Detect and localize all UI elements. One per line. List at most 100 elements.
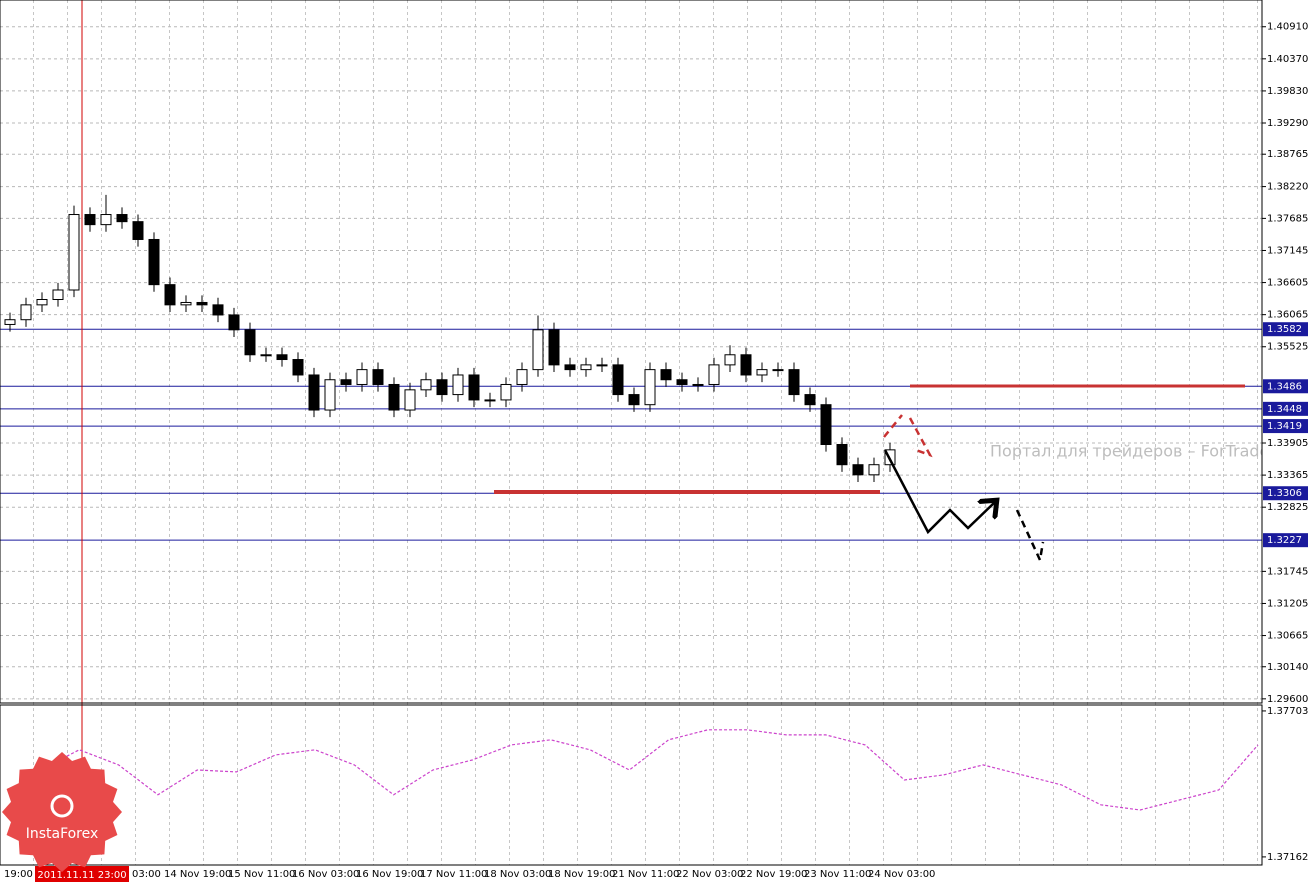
candle-body — [196, 301, 208, 306]
indicator-line — [39, 729, 1259, 811]
candle-body — [180, 301, 192, 306]
logo-icon — [50, 794, 74, 818]
y-tick-label: 1.29600 — [1267, 694, 1308, 705]
candle-body — [580, 364, 592, 371]
candle-body — [804, 394, 816, 406]
candle-body — [484, 399, 496, 402]
candle-body — [596, 364, 608, 367]
forecast-arrow-dashed — [1015, 509, 1045, 565]
candle-body — [692, 383, 704, 386]
candle-body — [292, 359, 304, 376]
y-tick-label: 1.39830 — [1267, 86, 1308, 97]
candle-body — [308, 374, 320, 411]
level-box — [1263, 322, 1308, 337]
level-label: 1.3448 — [1267, 404, 1302, 415]
candle-body — [132, 221, 144, 240]
watermark: Портал для трейдеров – ForTrade — [990, 442, 1269, 461]
level-label: 1.3227 — [1267, 535, 1302, 546]
x-tick-label: 17 Nov 11:00 — [420, 869, 487, 880]
y-tick-label: 1.30140 — [1267, 662, 1308, 673]
candle-body — [276, 354, 288, 361]
x-tick-label: 14 Nov 19:00 — [164, 869, 231, 880]
y-tick-label: 1.37162 — [1267, 852, 1308, 863]
y-tick-label: 1.36065 — [1267, 310, 1308, 321]
candle-body — [212, 304, 224, 316]
candle-body — [436, 379, 448, 396]
y-tick-label: 1.39290 — [1267, 118, 1308, 129]
alt-arrow-up — [883, 414, 903, 438]
candle-body — [676, 379, 688, 385]
candle-body — [868, 464, 880, 476]
level-label: 1.3486 — [1267, 381, 1302, 392]
candle-body — [52, 289, 64, 301]
x-tick-label: 22 Nov 03:00 — [676, 869, 743, 880]
x-tick-label: 15 Nov 11:00 — [228, 869, 295, 880]
x-tick-label: 16 Nov 03:00 — [292, 869, 359, 880]
level-label: 1.3582 — [1267, 324, 1302, 335]
logo-badge — [2, 752, 122, 872]
candle-body — [404, 389, 416, 411]
candle-body — [116, 214, 128, 223]
candle-body — [820, 404, 832, 446]
candle-body — [356, 369, 368, 385]
candle-body — [324, 379, 336, 411]
candle-body — [340, 379, 352, 385]
logo-text: InstaForex — [26, 826, 99, 842]
candle-body — [740, 354, 752, 376]
candle-body — [4, 319, 16, 325]
x-tick-label: 22 Nov 19:00 — [740, 869, 807, 880]
candle-body — [644, 369, 656, 406]
candle-body — [756, 369, 768, 376]
candle-body — [564, 364, 576, 371]
y-tick-label: 1.31205 — [1267, 598, 1308, 609]
x-tick-label: 18 Nov 03:00 — [484, 869, 551, 880]
forecast-arrow — [883, 449, 995, 535]
y-tick-label: 1.37703 — [1267, 706, 1308, 717]
candle-body — [228, 314, 240, 331]
candle-body — [852, 464, 864, 476]
y-tick-label: 1.35525 — [1267, 342, 1308, 353]
candle-body — [100, 214, 112, 226]
x-tick-label: 23 Nov 11:00 — [804, 869, 871, 880]
x-tick-label: 19:00 — [4, 869, 33, 880]
candle-body — [660, 369, 672, 381]
level-box — [1263, 401, 1308, 416]
candle-body — [836, 444, 848, 466]
level-label: 1.3306 — [1267, 488, 1302, 499]
alt-arrow-down — [908, 417, 933, 458]
cursor-label-box — [35, 866, 129, 882]
cursor-label: 2011.11.11 23:00 — [37, 870, 126, 881]
level-box — [1263, 533, 1308, 548]
candle-body — [628, 394, 640, 406]
candle-body — [468, 374, 480, 401]
candle-body — [772, 369, 784, 372]
vertical-grid — [0, 0, 1262, 865]
candle-body — [724, 354, 736, 366]
level-box — [1263, 486, 1308, 501]
logo: InstaForex — [2, 752, 122, 872]
candle-body — [548, 329, 560, 366]
level-box — [1263, 379, 1308, 394]
candle-body — [532, 329, 544, 371]
x-tick-label: 03:00 — [132, 869, 161, 880]
main-frame — [0, 0, 1263, 704]
candle-body — [788, 369, 800, 396]
level-box — [1263, 419, 1308, 434]
y-tick-label: 1.37145 — [1267, 245, 1308, 256]
y-tick-label: 1.40910 — [1267, 22, 1308, 33]
y-tick-label: 1.31745 — [1267, 566, 1308, 577]
y-tick-label: 1.36605 — [1267, 278, 1308, 289]
candle-body — [372, 369, 384, 385]
candle-body — [612, 364, 624, 396]
x-tick-label: 24 Nov 03:00 — [868, 869, 935, 880]
y-tick-label: 1.32825 — [1267, 502, 1308, 513]
y-tick-label: 1.30665 — [1267, 631, 1308, 642]
x-tick-label: 21 Nov 11:00 — [612, 869, 679, 880]
candle-body — [452, 374, 464, 396]
candle-body — [500, 383, 512, 401]
sub-frame — [0, 704, 1263, 866]
candle-body — [20, 304, 32, 321]
y-tick-label: 1.33365 — [1267, 470, 1308, 481]
